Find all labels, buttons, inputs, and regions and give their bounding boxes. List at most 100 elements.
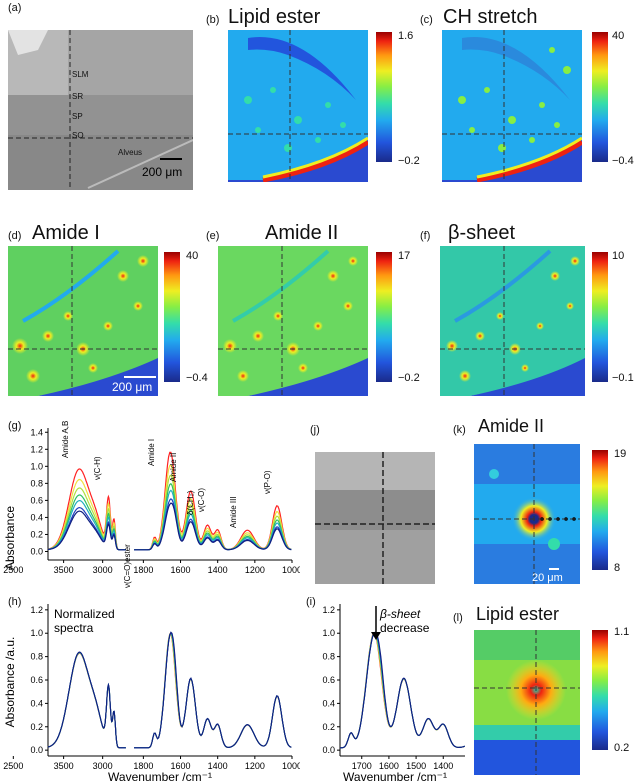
annot-ch: ν(C-H) (93, 456, 102, 480)
x-tick-label: 3000 (93, 565, 113, 575)
annot-c-o: ν(C-O) (197, 488, 206, 512)
scale-bar-d (124, 376, 156, 378)
normalized-line (47, 651, 126, 749)
y-tick-label: 0.2 (322, 722, 335, 732)
chart-g-annotations: Amide A,B ν(C-H) ν(C=O)ester Amide I Ami… (61, 421, 272, 588)
x-tick-label: 1400 (433, 761, 453, 771)
chart-h: Absorbance /a.u. Normalized spectra 0.00… (3, 604, 300, 783)
spectrum-line (134, 502, 292, 551)
panel-d-label: (d) (8, 230, 22, 242)
panel-a-image (8, 30, 193, 190)
panel-h-label: (h) (8, 596, 22, 608)
panel-k-title: Amide II (478, 416, 545, 436)
colorbar-d (164, 252, 180, 382)
zoom-line (340, 632, 465, 749)
colorbar-b (376, 32, 392, 162)
y-tick-label: 0.6 (322, 675, 335, 685)
annot-co-ester: ν(C=O)ester (123, 544, 132, 588)
y-tick-label: 0.2 (30, 722, 43, 732)
colorbar-f-max: 10 (612, 250, 625, 262)
colorbar-l-min: 0.2 (614, 742, 630, 754)
chart-g-series (47, 451, 292, 551)
panel-c-label: (c) (420, 14, 433, 26)
y-tick-label: 0.6 (30, 495, 43, 505)
x-tick-label: 1400 (208, 565, 228, 575)
x-tick-label: 1700 (352, 761, 372, 771)
chart-h-xlabel: Wavenumber /cm⁻¹ (108, 770, 212, 783)
x-tick-label: 1400 (208, 761, 228, 771)
panel-b-label: (b) (206, 14, 220, 26)
y-tick-label: 1.0 (30, 461, 43, 471)
panel-l-map (474, 630, 580, 775)
x-tick-label: 1600 (171, 761, 191, 771)
y-tick-label: 0.6 (30, 675, 43, 685)
scale-label-k: 20 μm (532, 572, 563, 584)
chart-i-axes: 0.0 0.2 0.4 0.6 0.8 1.0 1.2 1700 1600 1500 1400 (322, 604, 465, 771)
x-tick-label: 3000 (93, 761, 113, 771)
x-tick-label: 2500 (3, 761, 23, 771)
spectrum-line (47, 500, 126, 551)
panel-d-title: Amide I (32, 222, 100, 244)
colorbar-l (592, 630, 608, 750)
scale-label-d: 200 μm (112, 380, 153, 394)
panel-b-map (228, 30, 370, 183)
chart-i-xlabel: Wavenumber /cm⁻¹ (343, 770, 447, 783)
chart-i: 0.0 0.2 0.4 0.6 0.8 1.0 1.2 1700 1600 1500 1400 β-… (322, 604, 465, 783)
y-tick-label: 0.4 (322, 698, 335, 708)
zoom-line (340, 631, 465, 749)
alveus-label: Alveus (118, 148, 143, 157)
y-tick-label: 1.2 (322, 605, 335, 615)
chart-g-axes: 0.0 0.2 0.4 0.6 0.8 1.0 1.2 1.4 3500 3000 2500 1800… (3, 427, 300, 575)
y-tick-label: 0.0 (30, 546, 43, 556)
x-tick-label: 1200 (245, 761, 265, 771)
y-tick-label: 0.8 (30, 478, 43, 488)
annot-po: ν(P-O) (263, 470, 272, 494)
y-tick-label: 0.0 (322, 745, 335, 755)
y-tick-label: 1.0 (30, 628, 43, 638)
chart-i-note1: β-sheet (379, 607, 421, 621)
colorbar-d-min: −0.4 (186, 372, 208, 384)
x-tick-label: 1600 (379, 761, 399, 771)
y-tick-label: 0.8 (30, 652, 43, 662)
annot-amide-ab: Amide A,B (61, 421, 70, 458)
colorbar-f-min: −0.1 (612, 372, 634, 384)
colorbar-e-max: 17 (398, 250, 411, 262)
scale-label-a: 200 μm (142, 165, 183, 179)
colorbar-b-min: −0.2 (398, 155, 420, 167)
spectrum-line (134, 451, 292, 551)
normalized-line (134, 632, 292, 749)
normalized-line (134, 631, 292, 749)
chart-h-ylabel: Absorbance /a.u. (3, 637, 17, 728)
chart-h-series (47, 631, 292, 749)
panel-c-title: CH stretch (443, 6, 538, 28)
chart-i-series (339, 631, 465, 749)
arrow-head (371, 632, 381, 640)
y-tick-label: 0.4 (30, 698, 43, 708)
panel-e-map (218, 246, 368, 396)
spectrum-line (47, 468, 126, 551)
panel-k-label: (k) (453, 424, 466, 436)
scale-bar-a (160, 158, 182, 160)
panel-k-map (474, 444, 580, 584)
x-tick-label: 1200 (245, 565, 265, 575)
annot-amide-i: Amide I (147, 439, 156, 466)
panel-l-label: (l) (453, 612, 463, 624)
panel-a-label: (a) (8, 2, 22, 14)
y-tick-label: 0.0 (30, 745, 43, 755)
y-tick-label: 0.2 (30, 529, 43, 539)
x-tick-label: 1800 (133, 761, 153, 771)
colorbar-k-max: 19 (614, 448, 627, 460)
layer-so: SO (72, 131, 84, 140)
colorbar-l-max: 1.1 (614, 626, 630, 638)
colorbar-f (592, 252, 608, 382)
chart-h-note1: Normalized (54, 607, 115, 621)
colorbar-e-min: −0.2 (398, 372, 420, 384)
x-tick-label: 1800 (133, 565, 153, 575)
colorbar-k-min: 8 (614, 562, 621, 574)
y-tick-label: 1.4 (30, 427, 43, 437)
chart-h-axes: 0.0 0.2 0.4 0.6 0.8 1.0 1.2 3500 3000 2500 1800 160… (3, 604, 300, 771)
colorbar-d-max: 40 (186, 250, 199, 262)
x-tick-label: 1600 (171, 565, 191, 575)
y-tick-label: 0.8 (322, 652, 335, 662)
panel-i-label: (i) (306, 596, 316, 608)
